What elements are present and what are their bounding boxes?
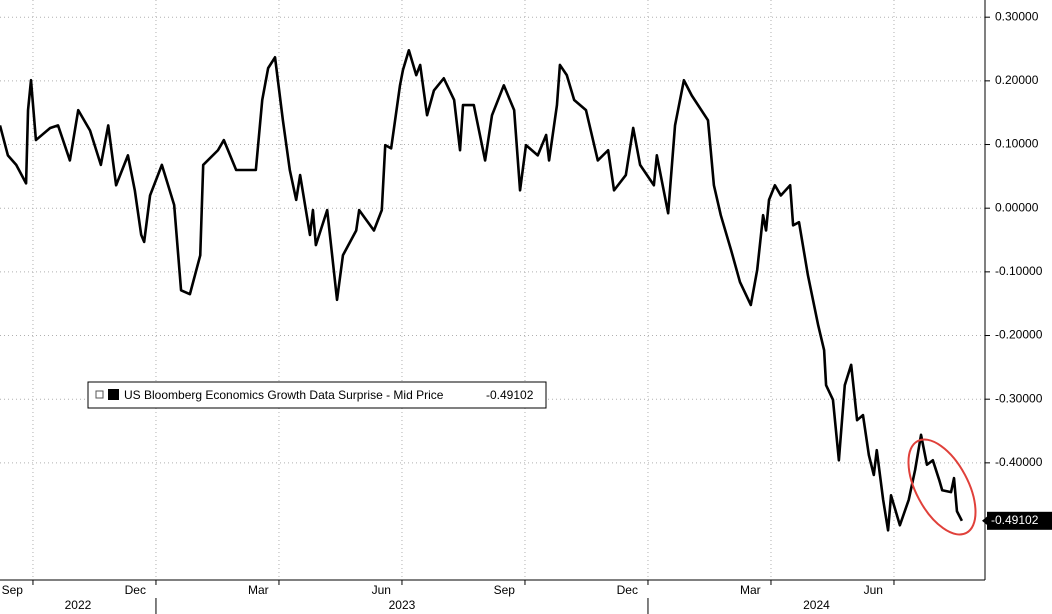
year-label: 2023 — [389, 598, 416, 612]
plot-layer — [0, 0, 985, 580]
y-tick-label: 0.30000 — [995, 9, 1039, 23]
legend: US Bloomberg Economics Growth Data Surpr… — [87, 381, 547, 409]
last-value-box — [987, 511, 1052, 530]
y-tick-label: 0.20000 — [995, 73, 1039, 87]
x-tick-label: Sep — [494, 583, 516, 597]
y-tick-label: -0.10000 — [995, 264, 1043, 278]
x-tick-label: Dec — [617, 583, 638, 597]
y-tick-label: -0.30000 — [995, 391, 1043, 405]
x-tick-label: Mar — [248, 583, 269, 597]
y-tick-label: 0.10000 — [995, 137, 1039, 151]
x-tick-label: Mar — [740, 583, 761, 597]
y-tick-label: 0.00000 — [995, 200, 1039, 214]
last-value-pointer — [982, 515, 988, 526]
x-tick-label: Jun — [372, 583, 391, 597]
x-tick-label: Jun — [864, 583, 883, 597]
year-label: 2022 — [65, 598, 92, 612]
last-value-label: -0.49102 — [991, 513, 1039, 527]
year-label: 2024 — [803, 598, 830, 612]
legend-box — [87, 381, 547, 409]
legend-value: -0.49102 — [486, 388, 534, 402]
data-line — [0, 49, 964, 532]
legend-label: US Bloomberg Economics Growth Data Surpr… — [124, 388, 444, 402]
highlight-ellipse — [907, 438, 977, 536]
x-tick-label: Dec — [125, 583, 146, 597]
legend-toggle[interactable] — [95, 390, 104, 399]
y-tick-label: -0.20000 — [995, 328, 1043, 342]
y-tick-label: -0.40000 — [995, 455, 1043, 469]
legend-swatch — [108, 389, 119, 400]
x-tick-label: Sep — [2, 583, 24, 597]
